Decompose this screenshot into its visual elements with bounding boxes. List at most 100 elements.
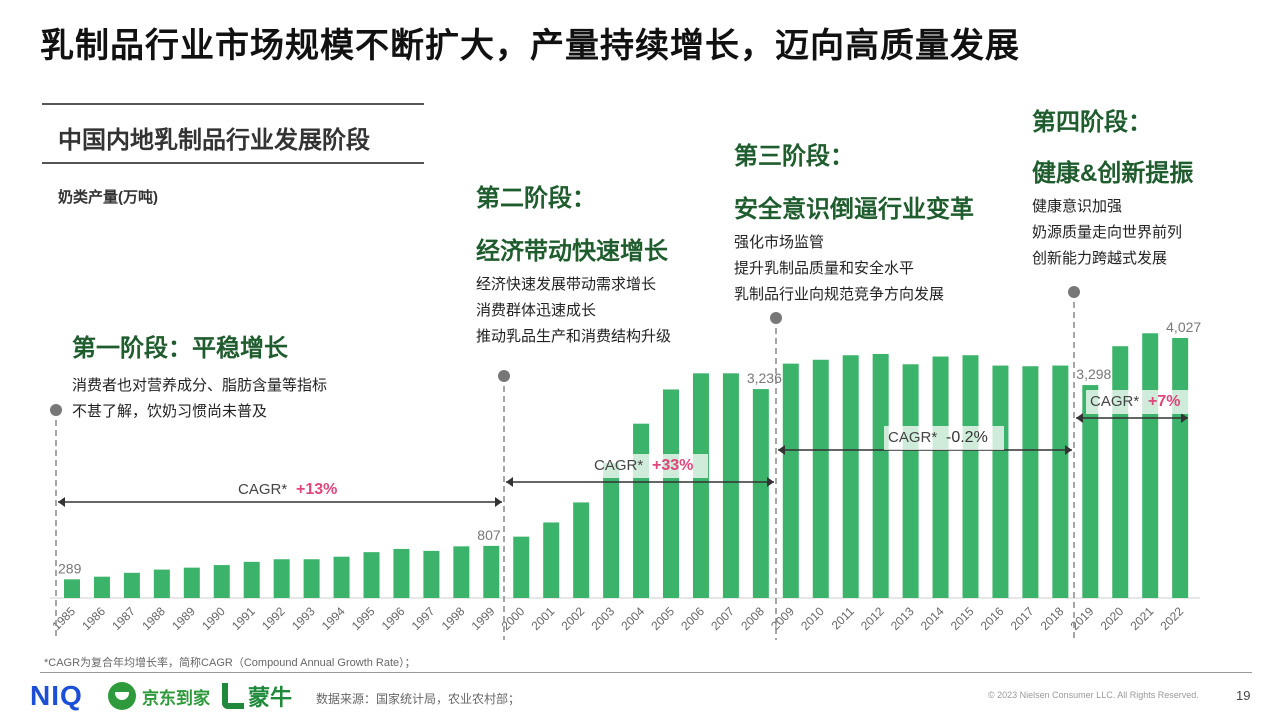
bar-1999 — [483, 545, 500, 598]
stage-4-bullet: 创新能力跨越式发展 — [1032, 250, 1168, 267]
bar-2020 — [1112, 346, 1129, 598]
chart-subtitle: 中国内地乳制品行业发展阶段 — [58, 127, 370, 154]
tick-label-2022: 2022 — [1157, 604, 1186, 633]
stage-2-heading-line-2: 经济带动快速增长 — [476, 238, 668, 265]
cagr-arrowhead-left-4 — [1076, 413, 1083, 423]
subtitle-top-rule — [42, 103, 424, 105]
bar-2009 — [782, 363, 799, 598]
bar-1988 — [153, 569, 170, 598]
bar-1998 — [453, 546, 470, 598]
stage-2-bullet: 消费群体迅速成长 — [476, 302, 597, 319]
cagr-arrowhead-right-1 — [495, 497, 502, 507]
cagr-label-bg-3 — [884, 426, 1004, 450]
subtitle-bottom-rule — [42, 162, 424, 164]
tick-label-2011: 2011 — [829, 604, 857, 632]
tick-label-1998: 1998 — [439, 604, 468, 633]
bar-2011 — [842, 355, 859, 598]
stage-marker-2 — [498, 370, 510, 382]
tick-label-2017: 2017 — [1008, 604, 1037, 633]
tick-label-1996: 1996 — [379, 604, 408, 633]
mengniu-mark-icon — [222, 683, 244, 709]
tick-label-2000: 2000 — [499, 604, 528, 633]
stage-marker-3 — [770, 312, 782, 324]
tick-label-2015: 2015 — [948, 604, 977, 633]
cagr-value-4: +7% — [1148, 393, 1180, 410]
copyright: © 2023 Nielsen Consumer LLC. All Rights … — [988, 690, 1199, 700]
stage-4-heading-line-2: 健康&创新提振 — [1032, 160, 1194, 187]
jd-mascot-icon — [108, 682, 136, 710]
bar-2021 — [1142, 333, 1159, 598]
bar-1989 — [183, 567, 200, 598]
bar-2014 — [932, 356, 949, 598]
cagr-footnote: *CAGR为复合年均增长率，简称CAGR（Compound Annual Gro… — [44, 657, 416, 669]
tick-label-2014: 2014 — [918, 604, 947, 633]
bar-2018 — [1052, 365, 1069, 598]
bar-1985 — [64, 579, 80, 598]
tick-label-1997: 1997 — [409, 604, 438, 633]
tick-label-2008: 2008 — [738, 604, 767, 633]
cagr-label-bg-4 — [1086, 390, 1190, 414]
tick-label-2020: 2020 — [1098, 604, 1127, 633]
cagr-arrowhead-right-3 — [1065, 445, 1072, 455]
cagr-value-2: +33% — [652, 457, 693, 474]
bar-2004 — [633, 423, 650, 598]
tick-label-2006: 2006 — [678, 604, 707, 633]
cagr-value-1: +13% — [296, 481, 337, 498]
bar-1992 — [273, 559, 290, 598]
stage-1: 第一阶段：平稳增长 消费者也对营养成分、脂肪含量等指标 不甚了解，饮奶习惯尚未普… — [72, 328, 327, 425]
stage-3-heading-line-1: 第三阶段： — [734, 143, 854, 170]
tick-label-1992: 1992 — [259, 604, 288, 633]
tick-label-2012: 2012 — [858, 604, 887, 633]
cagr-label-bg-2 — [590, 454, 708, 478]
stage-3-bullet: 提升乳制品质量和安全水平 — [734, 260, 915, 277]
cagr-arrowhead-right-2 — [767, 477, 774, 487]
stage-1-bullet: 消费者也对营养成分、脂肪含量等指标 — [72, 377, 328, 394]
bar-1993 — [303, 559, 320, 598]
tick-label-2007: 2007 — [708, 604, 737, 633]
cagr-arrowhead-left-3 — [778, 445, 785, 455]
stage-2-bullets: 经济快速发展带动需求增长 消费群体迅速成长 推动乳品生产和消费结构升级 — [476, 272, 671, 350]
tick-label-1985: 1985 — [49, 604, 78, 633]
stage-4-bullet: 奶源质量走向世界前列 — [1032, 224, 1183, 241]
stage-1-bullet: 不甚了解，饮奶习惯尚未普及 — [72, 403, 268, 420]
bar-2001 — [543, 522, 560, 598]
value-label-2019: 3,298 — [1076, 366, 1111, 382]
bar-2022 — [1172, 338, 1189, 598]
bar-1997 — [423, 550, 440, 598]
bar-1996 — [393, 548, 410, 598]
stage-3-bullet: 强化市场监管 — [734, 234, 825, 251]
tick-label-2018: 2018 — [1038, 604, 1067, 633]
bar-1987 — [123, 572, 140, 598]
bar-2006 — [692, 373, 709, 598]
stage-4: 第四阶段： 健康&创新提振 健康意识加强 奶源质量走向世界前列 创新能力跨越式发… — [1032, 102, 1193, 272]
stage-3-bullet: 乳制品行业向规范竞争方向发展 — [734, 286, 945, 303]
stage-marker-1 — [50, 404, 62, 416]
cagr-value-3: -0.2% — [946, 429, 988, 446]
cagr-label-1: CAGR* — [238, 481, 287, 498]
value-label-1999: 807 — [477, 527, 501, 543]
value-label-1985: 289 — [58, 560, 82, 576]
stage-2: 第二阶段： 经济带动快速增长 经济快速发展带动需求增长 消费群体迅速成长 推动乳… — [476, 178, 671, 350]
page-title: 乳制品行业市场规模不断扩大，产量持续增长，迈向高质量发展 — [40, 27, 1020, 65]
tick-label-2003: 2003 — [588, 604, 617, 633]
bar-1991 — [243, 561, 260, 598]
cagr-arrowhead-left-2 — [506, 477, 513, 487]
stage-3-bullets: 强化市场监管 提升乳制品质量和安全水平 乳制品行业向规范竞争方向发展 — [734, 230, 974, 308]
cagr-arrowhead-right-4 — [1181, 413, 1188, 423]
stage-marker-4 — [1068, 286, 1080, 298]
stage-2-bullet: 经济快速发展带动需求增长 — [476, 276, 657, 293]
stage-1-bullets: 消费者也对营养成分、脂肪含量等指标 不甚了解，饮奶习惯尚未普及 — [72, 373, 327, 425]
bar-2010 — [812, 359, 829, 598]
stage-4-bullets: 健康意识加强 奶源质量走向世界前列 创新能力跨越式发展 — [1032, 194, 1193, 272]
tick-label-2009: 2009 — [768, 604, 797, 633]
cagr-label-3: CAGR* — [888, 429, 937, 446]
tick-label-2004: 2004 — [618, 604, 647, 633]
cagr-label-2: CAGR* — [594, 457, 643, 474]
tick-label-1995: 1995 — [349, 604, 378, 633]
tick-label-2021: 2021 — [1128, 604, 1157, 633]
bar-2016 — [992, 365, 1009, 598]
stage-3: 第三阶段： 安全意识倒逼行业变革 强化市场监管 提升乳制品质量和安全水平 乳制品… — [734, 136, 974, 308]
tick-label-1999: 1999 — [469, 604, 498, 633]
tick-label-1994: 1994 — [319, 604, 348, 633]
bar-2002 — [573, 502, 590, 598]
